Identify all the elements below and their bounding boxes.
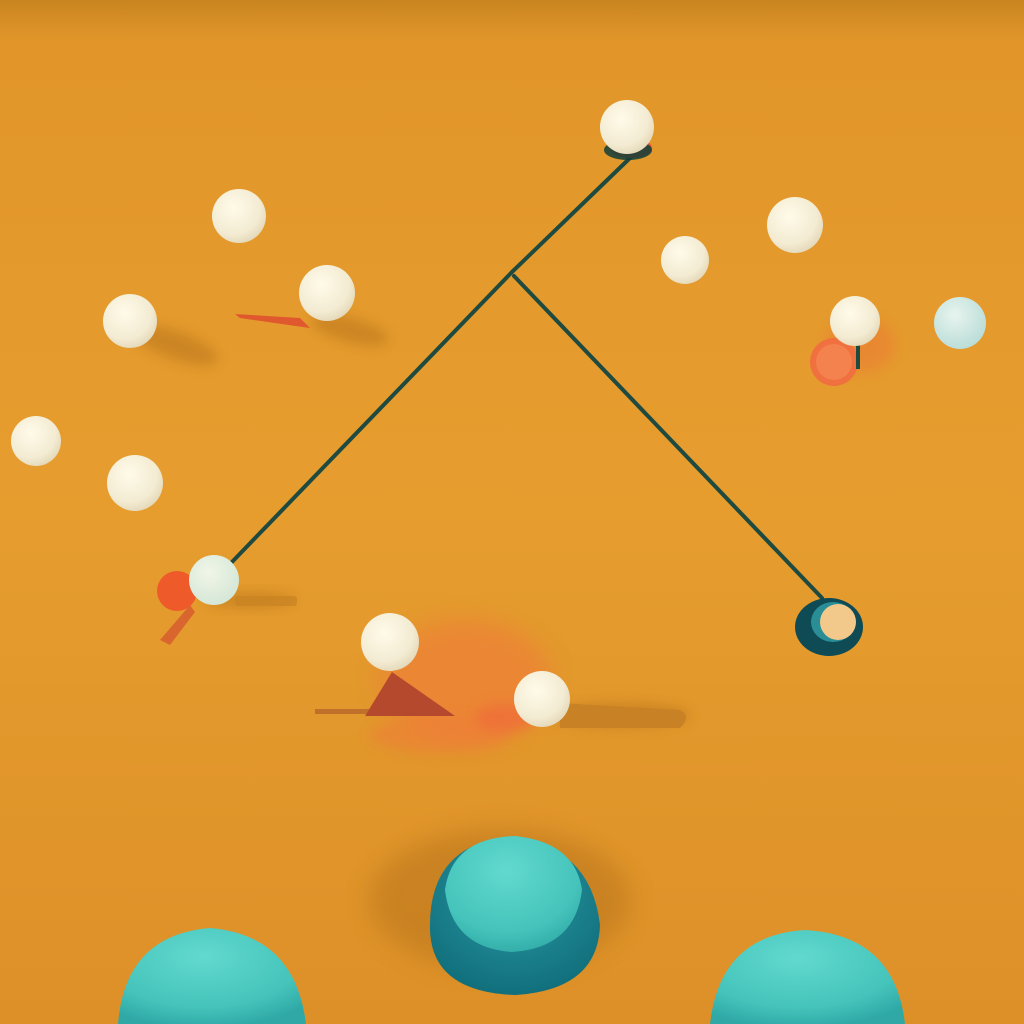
cue-lines <box>230 156 824 600</box>
ball <box>661 236 709 284</box>
cue-line-right <box>512 274 824 600</box>
orange-blob-left <box>157 571 197 611</box>
streaks <box>160 314 686 728</box>
ball <box>600 100 654 160</box>
ball <box>11 416 61 466</box>
teal-domes <box>118 836 905 1024</box>
cue-line-left <box>230 270 514 564</box>
ball <box>107 455 163 511</box>
ball <box>212 189 266 243</box>
ball <box>767 197 823 253</box>
ball <box>514 671 570 727</box>
ball <box>189 555 239 605</box>
ball <box>830 296 880 369</box>
ball <box>361 613 419 671</box>
white-balls <box>11 100 986 727</box>
teal-dome-center <box>429 836 600 995</box>
red-triangle <box>365 672 455 716</box>
cue-line-top <box>510 156 632 274</box>
ball <box>934 297 986 349</box>
teal-dome-left <box>118 928 306 1024</box>
accent-blobs <box>157 338 858 716</box>
pocket-ring <box>795 598 863 656</box>
teal-dome-right <box>710 930 905 1024</box>
ball <box>299 265 355 321</box>
ball <box>103 294 157 348</box>
